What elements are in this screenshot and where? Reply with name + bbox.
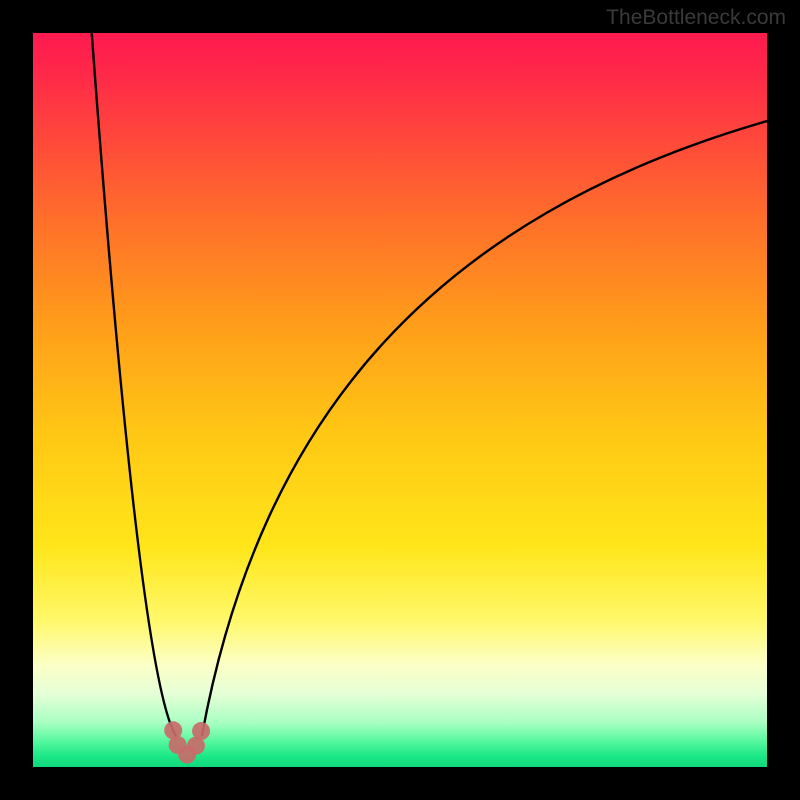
chart-container: TheBottleneck.com: [0, 0, 800, 800]
marker-point: [192, 722, 210, 740]
watermark-text: TheBottleneck.com: [606, 6, 786, 30]
bottleneck-chart: [0, 0, 800, 800]
plot-background: [33, 33, 767, 767]
